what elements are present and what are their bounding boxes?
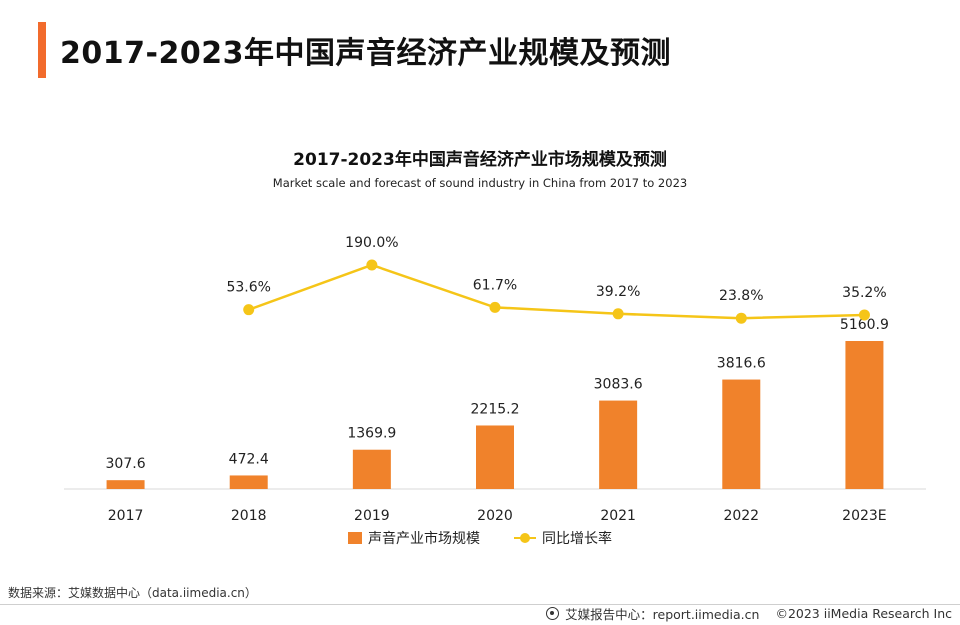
footer-divider (0, 604, 960, 605)
bar-label-2018: 472.4 (229, 451, 269, 467)
bar-label-2021: 3083.6 (594, 377, 643, 393)
x-tick-2018: 2018 (231, 508, 267, 524)
bar-2019 (352, 449, 391, 489)
growth-label-2019: 190.0% (345, 235, 398, 251)
title-accent-bar (38, 22, 46, 78)
growth-point-2020 (489, 301, 501, 313)
growth-label-2018: 53.6% (226, 280, 270, 296)
growth-point-2022 (735, 312, 747, 324)
legend-item-line: 同比增长率 (514, 528, 612, 548)
chart-subtitle: Market scale and forecast of sound indus… (272, 176, 688, 190)
growth-label-2020: 61.7% (473, 277, 517, 293)
x-tick-2022: 2022 (723, 508, 759, 524)
report-center: 艾媒报告中心：report.iimedia.cn (565, 607, 760, 622)
growth-line (248, 263, 865, 320)
legend-bar-label: 声音产业市场规模 (368, 531, 480, 547)
bar-2023E (845, 341, 884, 489)
bar-2022 (722, 379, 761, 489)
bar-2017 (106, 480, 145, 489)
growth-point-2018 (243, 304, 255, 316)
growth-label-2022: 23.8% (719, 288, 763, 304)
bar-2018 (229, 475, 268, 489)
chart-title: 2017-2023年中国声音经济产业市场规模及预测 (293, 150, 667, 170)
legend-line-swatch (514, 532, 536, 544)
x-tick-2017: 2017 (108, 508, 144, 524)
growth-point-2021 (612, 308, 624, 320)
x-tick-2021: 2021 (600, 508, 636, 524)
data-source: 数据来源：艾媒数据中心（data.iimedia.cn） (8, 586, 257, 600)
bar-2021 (599, 400, 638, 489)
legend-bar-swatch (348, 532, 362, 544)
bar-label-2023E: 5160.9 (840, 317, 889, 333)
growth-point-2019 (366, 259, 378, 271)
growth-label-2023E: 35.2% (842, 285, 886, 301)
bar-label-2022: 3816.6 (717, 356, 766, 372)
bar-label-2017: 307.6 (106, 456, 146, 472)
legend-line-label: 同比增长率 (542, 531, 612, 547)
bar-label-2019: 1369.9 (347, 426, 396, 442)
x-tick-2023E: 2023E (842, 508, 886, 524)
growth-point-2023E (858, 309, 870, 321)
footer-right: 艾媒报告中心：report.iimedia.cn ©2023 iiMedia R… (546, 604, 952, 623)
page-title: 2017-2023年中国声音经济产业规模及预测 (60, 36, 671, 71)
x-tick-2019: 2019 (354, 508, 390, 524)
copyright: ©2023 iiMedia Research Inc (775, 606, 952, 621)
growth-label-2021: 39.2% (596, 284, 640, 300)
legend-item-bar: 声音产业市场规模 (348, 528, 480, 548)
iimedia-logo-icon (546, 607, 560, 620)
legend: 声音产业市场规模 同比增长率 (0, 528, 960, 548)
bar-2020 (476, 425, 514, 489)
x-tick-2020: 2020 (477, 508, 513, 524)
bar-label-2020: 2215.2 (471, 401, 520, 417)
